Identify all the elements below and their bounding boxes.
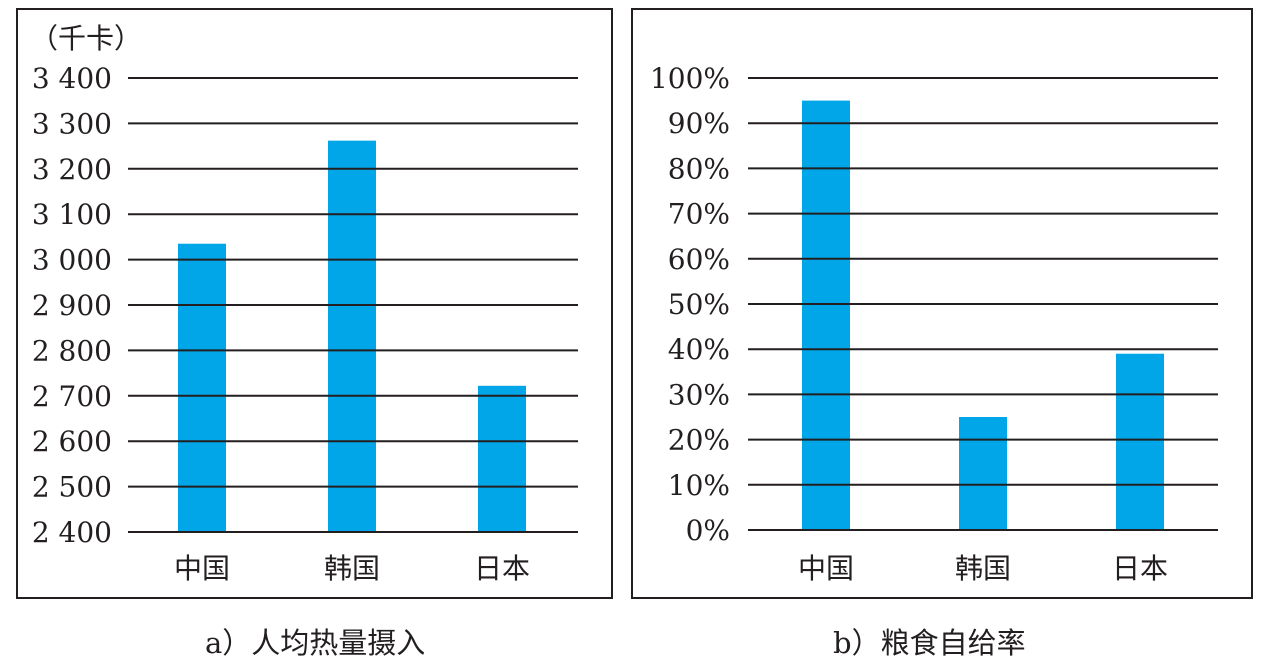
y-tick-label: 3 400 xyxy=(32,62,112,95)
y-tick-label: 10% xyxy=(668,469,730,502)
y-tick-label: 2 800 xyxy=(32,334,112,367)
chart-panel-calorie-intake: （千卡） 2 400 2 500 2 600 2 700 2 800 2 900 3 000 3… xyxy=(16,8,613,599)
y-tick-label: 40% xyxy=(668,333,730,366)
y-tick-label: 60% xyxy=(668,243,730,276)
y-tick-label: 2 900 xyxy=(32,289,112,322)
x-category-label: 日本 xyxy=(474,552,530,585)
x-category-label: 中国 xyxy=(174,552,230,585)
y-tick-label: 3 200 xyxy=(32,153,112,186)
x-category-label: 韩国 xyxy=(955,552,1011,585)
bar-1 xyxy=(328,140,376,533)
bar-2 xyxy=(1116,353,1164,530)
x-category-label: 日本 xyxy=(1112,552,1168,585)
y-tick-label: 2 500 xyxy=(32,471,112,504)
y-tick-label: 20% xyxy=(668,424,730,457)
calorie-intake-chart: （千卡） 2 400 2 500 2 600 2 700 2 800 2 900 3 000 3… xyxy=(30,22,578,585)
y-tick-label: 0% xyxy=(686,514,730,547)
y-tick-label: 70% xyxy=(668,198,730,231)
unit-label: （千卡） xyxy=(30,22,142,55)
y-tick-label: 3 100 xyxy=(32,198,112,231)
y-tick-label: 2 600 xyxy=(32,425,112,458)
chart-panel-grain-self-sufficiency: 0% 10% 20% 30% 40% 50% 60% 70% 80% 90% 100% 中国 韩国 日本 xyxy=(631,8,1253,599)
bar-0 xyxy=(178,243,226,532)
bar-2 xyxy=(478,385,526,532)
y-tick-label: 3 000 xyxy=(32,244,112,277)
x-category-label: 中国 xyxy=(798,552,854,585)
y-tick-label: 80% xyxy=(668,152,730,185)
caption-calorie-intake: a）人均热量摄入 xyxy=(205,626,426,660)
y-tick-label: 90% xyxy=(668,107,730,140)
x-category-label: 韩国 xyxy=(324,552,380,585)
bar-0 xyxy=(802,100,850,530)
y-tick-label: 3 300 xyxy=(32,107,112,140)
y-tick-label: 2 700 xyxy=(32,380,112,413)
grain-self-sufficiency-chart: 0% 10% 20% 30% 40% 50% 60% 70% 80% 90% 100% 中国 韩国 日本 xyxy=(650,62,1218,585)
y-tick-label: 30% xyxy=(668,378,730,411)
bar-1 xyxy=(959,417,1007,530)
y-tick-label: 100% xyxy=(650,62,730,95)
y-tick-label: 50% xyxy=(668,288,730,321)
y-tick-label: 2 400 xyxy=(32,516,112,549)
caption-grain-self-sufficiency: b）粮食自给率 xyxy=(833,626,1026,660)
